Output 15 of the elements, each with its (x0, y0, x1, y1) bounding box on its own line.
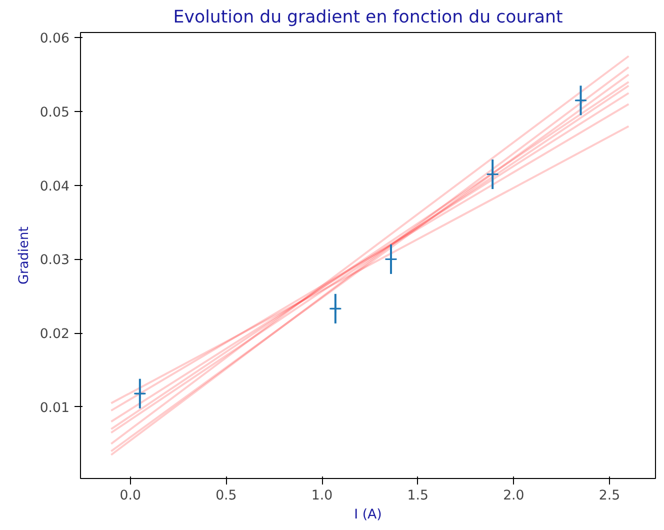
x-tick-label: 2.0 (503, 488, 524, 504)
x-tick-label: 1.0 (311, 488, 333, 504)
x-tick-label: 0.5 (216, 488, 237, 504)
x-tick-label: 2.5 (598, 488, 620, 504)
chart-title: Evolution du gradient en fonction du courant (173, 8, 563, 28)
y-tick-label: 0.01 (40, 400, 70, 416)
x-tick-label: 1.5 (407, 488, 428, 504)
y-tick-label: 0.02 (40, 327, 70, 342)
y-tick-label: 0.04 (40, 179, 70, 194)
y-tick-label: 0.03 (40, 253, 70, 268)
y-tick-label: 0.05 (40, 106, 70, 121)
x-tick-label: 0.0 (120, 488, 141, 504)
x-axis-title: I (A) (354, 508, 382, 522)
y-axis-title: Gradient (16, 226, 32, 285)
y-tick-label: 0.06 (40, 32, 70, 47)
